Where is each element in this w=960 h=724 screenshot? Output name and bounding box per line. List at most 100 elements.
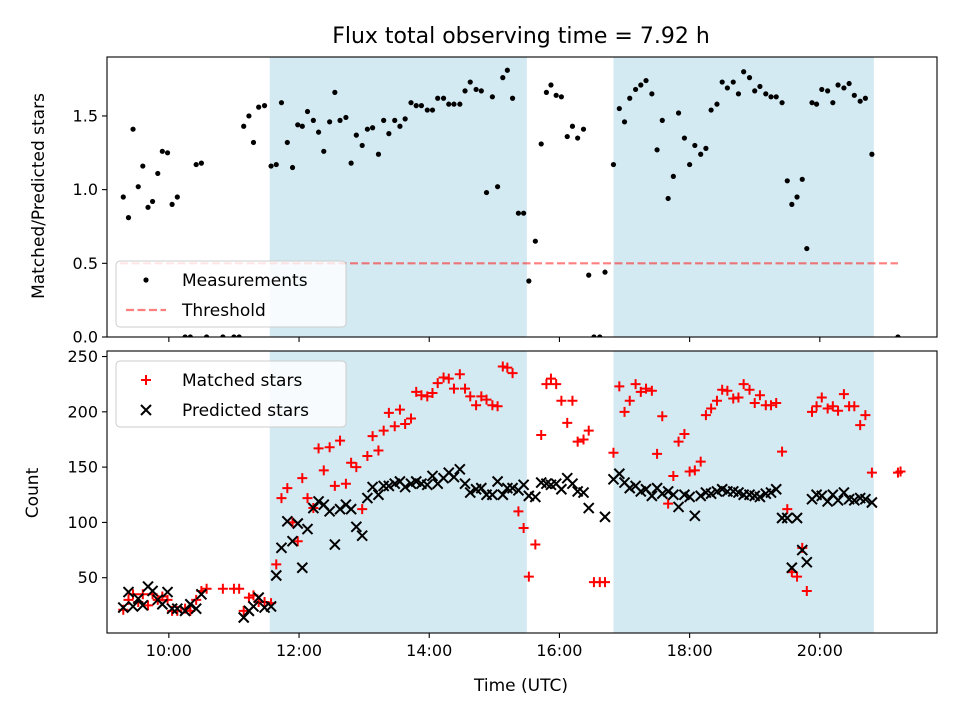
measurement-point <box>289 164 296 171</box>
matched-star-point <box>771 397 782 408</box>
matched-star-point <box>744 384 755 395</box>
predicted-star-point <box>247 600 260 613</box>
matched-star-point <box>782 504 793 515</box>
measurement-point <box>675 110 682 116</box>
measurement-point <box>804 245 810 252</box>
matched-star-point <box>807 406 818 417</box>
measurement-point <box>397 123 403 129</box>
matched-star-point <box>416 390 427 401</box>
matched-star-point <box>362 451 373 462</box>
measurement-point <box>500 75 506 81</box>
matched-star-point <box>297 473 308 484</box>
predicted-star-point <box>776 512 788 524</box>
measurement-point <box>659 117 665 123</box>
matched-star-point <box>895 466 906 477</box>
predicted-star-point <box>137 599 149 612</box>
measurement-point <box>621 119 628 125</box>
predicted-star-point <box>613 468 626 480</box>
matched-star-point <box>383 407 394 418</box>
top-y-tick-label: 0.0 <box>73 328 98 347</box>
predicted-star-point <box>377 480 390 492</box>
measurement-point <box>299 123 305 129</box>
predicted-star-point <box>334 503 346 515</box>
measurement-point <box>187 334 193 337</box>
predicted-star-point <box>184 598 197 610</box>
predicted-star-point <box>190 602 202 615</box>
top-panel: 0.0 0.5 1.0 1.5 Measurements Threshold <box>73 56 938 347</box>
predicted-star-point <box>329 538 341 551</box>
matched-star-point <box>652 448 663 459</box>
matched-star-point <box>346 457 357 468</box>
measurement-point <box>665 195 671 202</box>
measurement-point <box>321 148 327 154</box>
legend-matched-swatch <box>141 375 151 385</box>
measurement-point <box>543 89 550 95</box>
matched-star-point <box>679 428 690 439</box>
bottom-legend-label: Predicted stars <box>182 401 309 421</box>
bottom-plot-area <box>117 351 906 633</box>
matched-star-point <box>838 389 849 400</box>
matched-star-point <box>663 498 674 509</box>
measurement-point <box>337 117 343 123</box>
predicted-star-point <box>577 486 590 499</box>
predicted-star-point <box>275 542 288 554</box>
matched-star-point <box>545 373 556 384</box>
bottom-y-tick-label: 100 <box>67 513 98 532</box>
measurement-point <box>698 151 704 157</box>
top-y-tick-label: 1.5 <box>73 106 98 125</box>
measurement-point <box>304 108 311 115</box>
measurement-point <box>730 79 736 85</box>
predicted-star-point <box>265 600 277 613</box>
measurement-point <box>273 161 279 168</box>
matched-star-point <box>754 390 765 401</box>
matched-star-point <box>481 394 492 405</box>
predicted-star-point <box>475 482 488 494</box>
matched-star-point <box>276 493 287 504</box>
top-legend-label: Threshold <box>181 301 266 321</box>
bottom-y-tick-label: 200 <box>67 402 98 421</box>
measurement-point <box>763 91 769 97</box>
measurement-point <box>241 123 247 129</box>
predicted-star-point <box>296 562 309 574</box>
matched-star-point <box>766 400 776 411</box>
matched-star-point <box>717 384 728 395</box>
measurement-point <box>413 103 419 109</box>
measurement-point <box>125 215 132 221</box>
measurement-point <box>692 142 698 149</box>
measurement-point <box>164 150 171 156</box>
measurement-point <box>451 101 457 107</box>
matched-star-point <box>792 571 803 582</box>
matched-star-point <box>367 431 378 442</box>
matched-star-point <box>624 395 635 406</box>
matched-star-point <box>271 559 282 570</box>
matched-star-point <box>562 417 573 428</box>
predicted-star-point <box>689 510 701 522</box>
predicted-star-point <box>454 463 466 476</box>
predicted-star-point <box>252 591 265 604</box>
figure-title: Flux total observing time = 7.92 h <box>332 24 710 49</box>
x-axis-label: Time (UTC) <box>473 676 568 696</box>
measurement-point <box>851 92 857 98</box>
predicted-star-point <box>301 523 314 535</box>
predicted-star-point <box>356 529 368 542</box>
matched-star-point <box>313 443 324 454</box>
measurement-point <box>521 210 527 216</box>
matched-star-point <box>706 403 717 414</box>
measurement-point <box>746 75 753 81</box>
matched-star-point <box>738 379 749 390</box>
matched-star-point <box>394 404 405 415</box>
predicted-star-point <box>517 479 530 491</box>
matched-star-point <box>536 430 547 441</box>
measurement-point <box>246 113 252 119</box>
matched-star-point <box>711 395 722 406</box>
matched-star-point <box>427 388 438 399</box>
matched-star-point <box>443 373 454 384</box>
predicted-star-point <box>765 486 777 499</box>
bottom-legend: Matched stars Predicted stars <box>115 360 347 428</box>
measurement-point <box>862 95 868 101</box>
matched-star-point <box>502 362 513 373</box>
measurement-point <box>483 189 490 196</box>
matched-star-point <box>217 583 228 594</box>
measurement-point <box>198 160 204 166</box>
